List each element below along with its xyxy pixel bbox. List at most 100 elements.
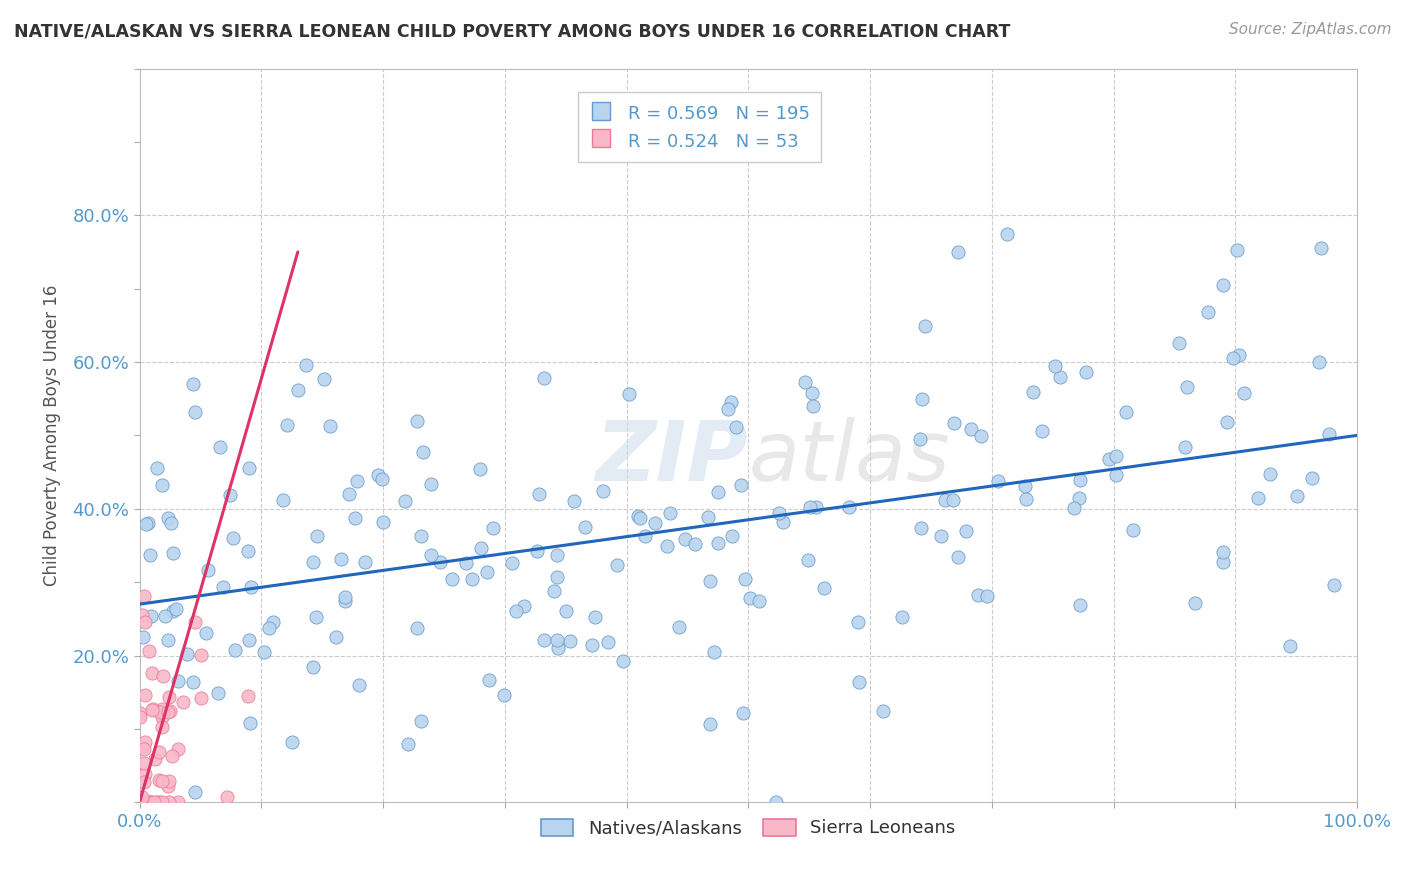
Point	[1069, 473, 1091, 487]
Point	[494, 689, 516, 703]
Point	[132, 756, 155, 770]
Point	[134, 795, 156, 809]
Point	[1323, 578, 1346, 592]
Point	[262, 615, 284, 629]
Point	[405, 414, 427, 428]
Point	[354, 555, 377, 569]
Point	[1074, 366, 1097, 380]
Point	[934, 492, 956, 507]
Point	[343, 511, 366, 525]
Point	[157, 779, 180, 793]
Point	[592, 483, 614, 498]
Point	[1319, 426, 1341, 441]
Point	[730, 477, 752, 491]
Point	[294, 358, 316, 372]
Point	[946, 549, 969, 564]
Point	[238, 461, 260, 475]
Point	[617, 387, 640, 401]
Point	[146, 795, 169, 809]
Point	[131, 795, 153, 809]
Point	[1045, 359, 1067, 373]
Point	[454, 556, 477, 570]
Point	[132, 630, 155, 644]
Point	[162, 604, 184, 618]
Point	[606, 558, 628, 573]
Point	[138, 644, 160, 658]
Point	[546, 632, 568, 647]
Point	[683, 537, 706, 551]
Point	[929, 529, 952, 543]
Point	[529, 487, 551, 501]
Point	[134, 742, 156, 756]
Point	[477, 565, 499, 579]
Point	[371, 472, 394, 486]
Point	[301, 555, 323, 569]
Point	[167, 742, 190, 756]
Point	[167, 795, 190, 809]
Point	[371, 515, 394, 529]
Point	[134, 615, 156, 629]
Point	[257, 621, 280, 635]
Point	[148, 745, 170, 759]
Point	[159, 704, 181, 718]
Point	[165, 602, 187, 616]
Point	[911, 392, 934, 406]
Point	[420, 477, 443, 491]
Point	[412, 444, 434, 458]
Point	[720, 395, 742, 409]
Point	[143, 752, 166, 766]
Point	[1067, 491, 1090, 505]
Point	[150, 702, 173, 716]
Point	[1015, 492, 1038, 507]
Point	[150, 720, 173, 734]
Point	[134, 767, 156, 781]
Point	[135, 517, 157, 532]
Point	[167, 673, 190, 688]
Point	[132, 795, 155, 809]
Point	[156, 632, 179, 647]
Point	[1104, 468, 1126, 483]
Point	[131, 795, 153, 809]
Point	[470, 461, 492, 475]
Point	[797, 553, 820, 567]
Point	[659, 506, 682, 520]
Point	[195, 626, 218, 640]
Point	[394, 494, 416, 508]
Point	[772, 515, 794, 529]
Point	[337, 487, 360, 501]
Point	[804, 500, 827, 514]
Point	[1174, 440, 1197, 454]
Point	[1247, 491, 1270, 505]
Point	[794, 375, 817, 389]
Point	[224, 643, 246, 657]
Point	[1098, 452, 1121, 467]
Point	[150, 773, 173, 788]
Point	[150, 477, 173, 491]
Point	[153, 609, 176, 624]
Point	[914, 319, 936, 334]
Point	[302, 659, 325, 673]
Point	[287, 384, 309, 398]
Point	[139, 795, 162, 809]
Point	[239, 716, 262, 731]
Point	[129, 795, 152, 809]
Point	[941, 493, 963, 508]
Point	[141, 703, 163, 717]
Point	[482, 521, 505, 535]
Point	[1309, 241, 1331, 255]
Point	[801, 386, 824, 401]
Point	[1233, 386, 1256, 401]
Point	[801, 399, 824, 413]
Point	[197, 563, 219, 577]
Point	[501, 557, 523, 571]
Point	[955, 524, 977, 539]
Point	[240, 580, 263, 594]
Point	[725, 420, 748, 434]
Point	[129, 706, 152, 721]
Point	[583, 610, 606, 624]
Point	[150, 795, 173, 809]
Point	[396, 737, 419, 751]
Point	[129, 710, 152, 724]
Point	[765, 795, 787, 809]
Point	[276, 418, 298, 433]
